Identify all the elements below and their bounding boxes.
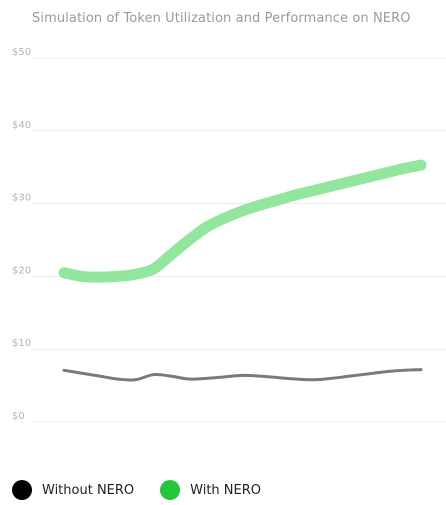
y-tick-label: $20 [12,265,31,276]
series-lines [58,159,427,382]
legend-swatch-with-nero [160,480,181,500]
legend-label-without-nero: Without NERO [42,482,135,498]
legend-swatch-without-nero [12,480,32,500]
legend: Without NERO With NERO [12,480,287,500]
y-tick-label: $30 [12,193,31,204]
legend-item-without-nero[interactable]: Without NERO [12,480,134,500]
legend-item-with-nero[interactable]: With NERO [160,480,261,500]
grid-lines [32,57,446,423]
y-tick-label: $0 [12,411,25,422]
line-chart: $0 $10 $20 $30 $40 $50 [12,47,446,423]
legend-label-with-nero: With NERO [190,482,262,498]
y-axis-ticks: $0 $10 $20 $30 $40 $50 [12,47,31,422]
series-line-with-nero [58,159,427,283]
y-tick-label: $50 [12,47,31,58]
y-tick-label: $40 [12,120,31,131]
series-line-without-nero [62,368,423,382]
y-tick-label: $10 [12,338,31,349]
chart-title: Simulation of Token Utilization and Perf… [32,11,411,26]
